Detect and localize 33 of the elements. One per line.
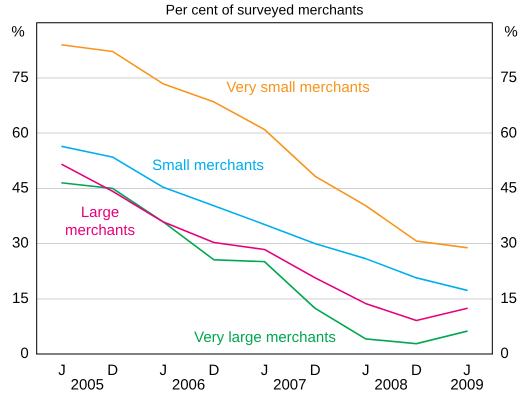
text: 2005 (70, 376, 104, 394)
y2-tick-label: 60 (500, 124, 518, 142)
y-tick-label: 0 (20, 345, 29, 362)
x-tick-label: D (310, 362, 321, 380)
text: 2008 (374, 376, 408, 394)
series-label: Very small merchants (226, 79, 370, 96)
text: 2007 (273, 376, 306, 394)
y2-tick-label: 15 (500, 290, 518, 307)
series-label: Very large merchants (194, 329, 336, 346)
y-tick-label: 60 (12, 124, 29, 142)
x-tick-label: J (58, 362, 66, 380)
x-tick-label: J (260, 362, 268, 380)
y-tick-label: 75 (12, 69, 29, 86)
y-tick-label: 30 (12, 234, 29, 252)
y-tick-label: 15 (12, 290, 29, 307)
x-tick-label: J (463, 362, 471, 380)
text: 2009 (450, 376, 484, 394)
y2-tick-label: 75 (500, 69, 518, 86)
text: 2006 (172, 376, 206, 394)
y2-tick-label: 30 (500, 234, 518, 252)
series-label: Large merchants (64, 204, 136, 240)
x-tick-label: D (410, 362, 422, 380)
x-tick-label: J (160, 362, 167, 380)
y-tick-label: 45 (12, 180, 29, 197)
x-tick-label: D (107, 362, 118, 380)
y2-tick-label: 0 (500, 345, 509, 362)
y-axis-title: % (11, 23, 25, 40)
x-tick-label: D (208, 362, 220, 380)
y2-tick-label: 45 (500, 180, 518, 197)
y2-axis-title: % (504, 23, 518, 40)
x-tick-label: J (362, 362, 370, 380)
chart-title: Per cent of surveyed merchants (166, 1, 364, 18)
series-label: Small merchants (152, 157, 264, 174)
